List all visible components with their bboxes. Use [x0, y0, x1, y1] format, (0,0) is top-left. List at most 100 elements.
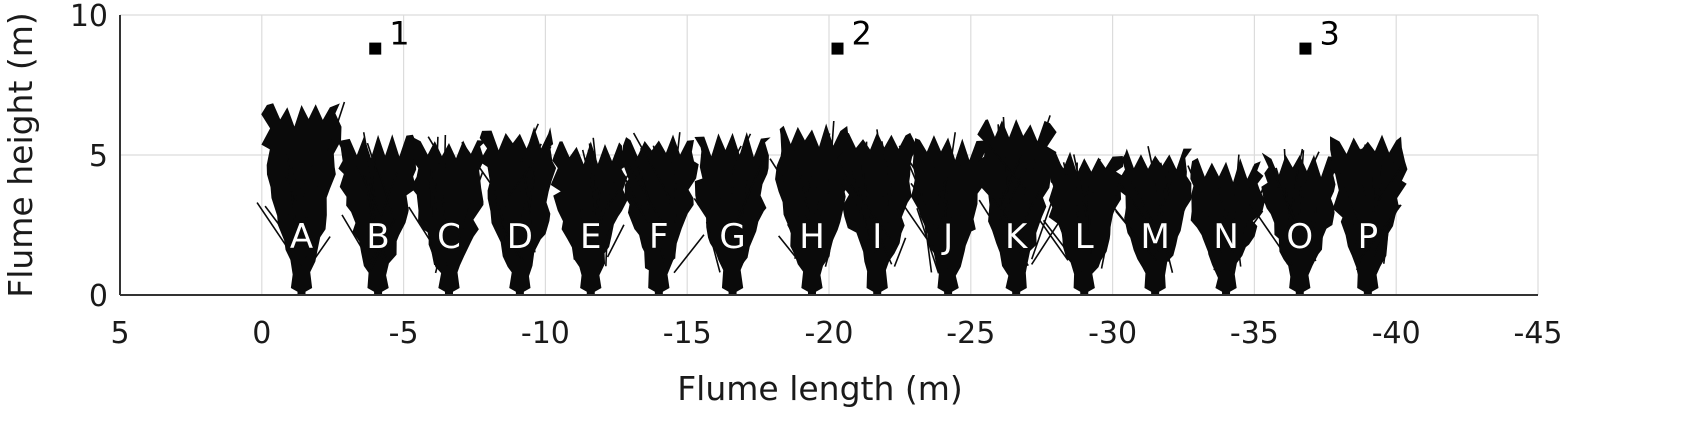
tree-branch	[430, 169, 449, 226]
tree-branch	[1150, 183, 1157, 231]
tree-h: H	[769, 120, 857, 295]
tree-branch	[1295, 177, 1317, 238]
tree-branch	[341, 214, 370, 262]
tree-branch	[438, 163, 449, 250]
tree-branch	[942, 190, 952, 269]
tree-branch	[1353, 223, 1383, 261]
tree-branch	[1277, 186, 1288, 258]
tree-branch	[515, 193, 525, 231]
tree-p: P	[1327, 134, 1408, 295]
tree-branch	[640, 148, 651, 211]
tree-branch	[1213, 185, 1244, 245]
x-tick-label: -25	[946, 316, 995, 351]
gauge-label: 2	[852, 15, 872, 53]
tree-branch	[593, 175, 605, 229]
tree-canopy	[1116, 148, 1192, 294]
tree-j: J	[898, 132, 988, 295]
tree-branch	[504, 177, 509, 236]
tree-branch	[674, 182, 690, 223]
tree-branch	[1297, 150, 1305, 226]
tree-branch	[785, 148, 809, 198]
tree-branch	[1085, 171, 1093, 261]
tree-branch	[1313, 185, 1318, 223]
tree-branch	[1027, 203, 1069, 261]
tree-canopy	[836, 132, 918, 294]
tree-branch	[769, 158, 810, 221]
tree-branch	[1208, 175, 1228, 207]
tree-branch	[582, 190, 601, 267]
tree-branch	[918, 176, 933, 273]
tree-branch	[283, 139, 302, 184]
tree-branch	[893, 165, 906, 210]
tree-branch	[520, 171, 536, 262]
tree-branch	[1122, 183, 1141, 220]
tree-branch	[1159, 224, 1174, 273]
gauge-2: 2	[831, 15, 872, 55]
tree-branch	[1119, 183, 1148, 222]
tree-branch	[256, 202, 287, 247]
tree-l: L	[1027, 148, 1125, 295]
tree-branch	[1085, 194, 1089, 236]
tree-branch	[1049, 148, 1088, 206]
tree-branch	[1136, 216, 1152, 254]
tree-branch	[366, 142, 395, 224]
tree-branch	[458, 192, 473, 238]
gauge-marker	[369, 42, 382, 55]
tree-branch	[512, 238, 538, 275]
tree-branch	[286, 243, 304, 267]
tree-branch	[1358, 204, 1402, 261]
tree-branch	[717, 141, 721, 194]
x-tick-label: 5	[110, 316, 129, 351]
tree-label: N	[1213, 217, 1238, 257]
tree-branch	[745, 198, 762, 233]
x-tick-label: -30	[1088, 316, 1137, 351]
tree-a: A	[256, 101, 346, 295]
tree-branch	[557, 172, 589, 230]
tree-f: F	[620, 132, 705, 295]
tree-branch	[587, 149, 596, 210]
tree-branch	[998, 167, 1028, 222]
y-tick-label: 5	[89, 139, 108, 174]
tree-branch	[673, 234, 705, 274]
tree-branch	[637, 166, 650, 201]
tree-branch	[1283, 148, 1290, 233]
tree-branch	[303, 236, 331, 274]
tree-branch	[1374, 156, 1384, 198]
tree-branch	[461, 141, 507, 207]
tree-branch	[719, 133, 752, 199]
tree-branch	[505, 232, 524, 261]
tree-branch	[931, 164, 963, 247]
tree-label: I	[872, 217, 882, 257]
tree-label: P	[1358, 217, 1379, 257]
tree-branch	[1052, 183, 1069, 224]
tree-branch	[292, 167, 301, 265]
tree-branch	[1157, 213, 1172, 255]
tree-branch	[302, 199, 313, 251]
tree-branch	[1289, 151, 1320, 214]
tree-branch	[1060, 189, 1072, 224]
tree-branch	[658, 170, 676, 212]
tree-canopy	[261, 103, 342, 294]
tree-branch	[640, 205, 654, 233]
tree-branch	[457, 208, 475, 266]
tree-branch	[838, 197, 870, 244]
tree-branch	[573, 202, 611, 260]
tree-label: D	[507, 217, 533, 257]
tree-label: O	[1286, 217, 1313, 257]
tree-branch	[1187, 165, 1212, 220]
tree-branch	[1154, 169, 1179, 224]
tree-branch	[893, 237, 907, 267]
tree-branch	[1229, 223, 1238, 272]
tree-branch	[863, 141, 868, 228]
tree-branch	[632, 132, 672, 200]
tree-canopy	[410, 137, 487, 294]
tree-branch	[1344, 155, 1370, 201]
tree-branch	[1376, 161, 1395, 196]
tree-branch	[1207, 211, 1231, 239]
tree-branch	[1011, 238, 1029, 267]
tree-branch	[1042, 219, 1076, 261]
tree-g: G	[693, 132, 771, 295]
tree-branch	[1196, 209, 1211, 239]
tree-branch	[824, 232, 835, 267]
tree-branch	[671, 132, 681, 198]
